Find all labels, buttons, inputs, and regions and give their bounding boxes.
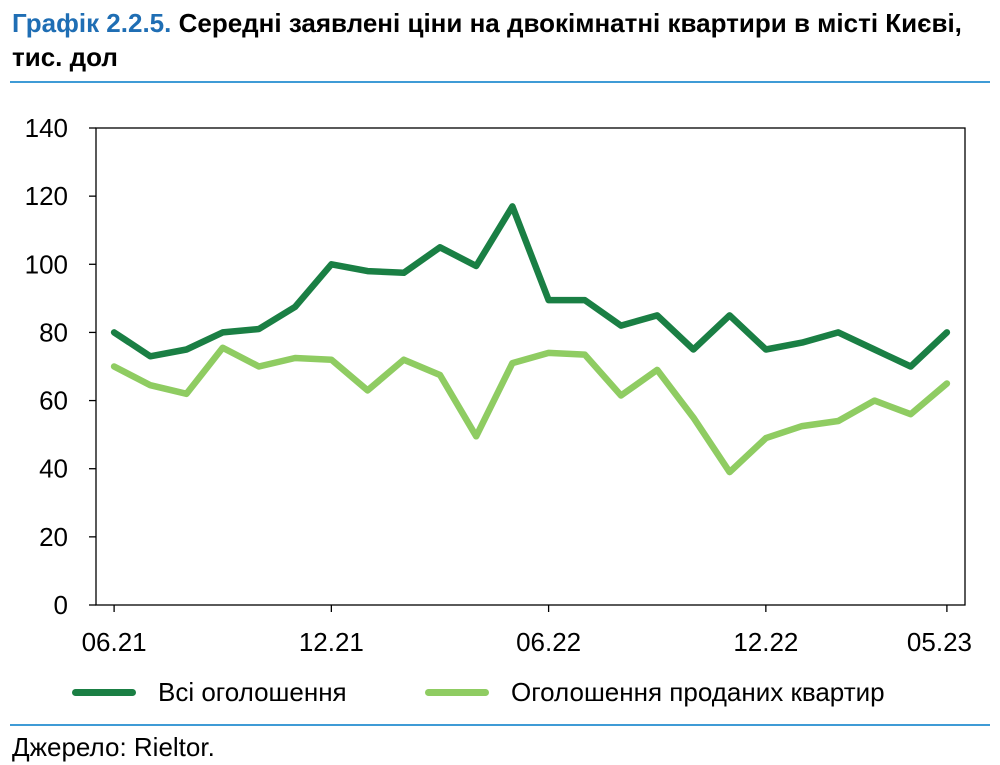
series-line-sold-listings <box>110 344 951 476</box>
source-note: Джерело: Rieltor. <box>12 732 215 762</box>
legend-item-all: Всі оголошення <box>72 674 347 710</box>
line-chart: 0 20 40 60 80 100 120 140 06.21 12.21 06.22 12.22 05… <box>25 113 972 657</box>
plot-area-frame <box>95 127 966 606</box>
x-tick-label: 05.23 <box>907 627 972 657</box>
chart-number: Графік 2.2.5. <box>12 8 172 38</box>
chart-title-text: Середні заявлені ціни на двокімнатні ква… <box>12 8 962 72</box>
y-tick-label: 140 <box>25 113 68 143</box>
y-tick-label: 60 <box>39 386 68 416</box>
x-tick-label: 06.22 <box>516 627 581 657</box>
legend-swatch-all <box>72 688 136 696</box>
legend-swatch-sold <box>425 688 489 696</box>
top-divider <box>10 81 990 83</box>
bottom-divider <box>10 724 990 726</box>
legend-label-all: Всі оголошення <box>158 677 347 707</box>
y-tick-label: 100 <box>25 249 68 279</box>
x-tick-label: 12.21 <box>299 627 364 657</box>
y-tick-label: 40 <box>39 454 68 484</box>
legend-item-sold: Оголошення проданих квартир <box>425 674 885 710</box>
y-tick-label: 80 <box>39 317 68 347</box>
legend-label-sold: Оголошення проданих квартир <box>511 677 885 707</box>
y-tick-label: 20 <box>39 522 68 552</box>
chart-title: Графік 2.2.5. Середні заявлені ціни на д… <box>12 6 987 74</box>
x-tick-label: 12.22 <box>733 627 798 657</box>
y-tick-label: 0 <box>54 590 68 620</box>
legend: Всі оголошення Оголошення проданих кварт… <box>0 674 1000 710</box>
x-tick-label: 06.21 <box>82 627 147 657</box>
y-tick-label: 120 <box>25 181 68 211</box>
series-line-all-listings <box>110 203 951 370</box>
